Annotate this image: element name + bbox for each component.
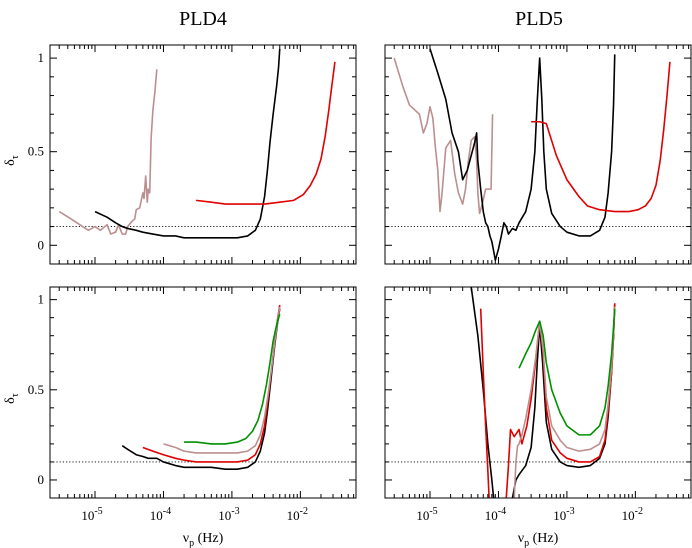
- series-group: [393, 48, 671, 262]
- y-tick-label: 1: [38, 50, 45, 65]
- series-line-green: [184, 313, 281, 445]
- plot-frame: [49, 44, 357, 265]
- series-group: [470, 287, 616, 498]
- series-line-rosy: [58, 69, 158, 235]
- series-line-red-right: [505, 303, 616, 498]
- series-line-red: [196, 61, 336, 205]
- series-line-rosy: [513, 306, 616, 498]
- column-title-pld4: PLD4: [179, 8, 227, 30]
- panel-pld4-bottom: 10-5 10-4 10-3 10-2 νp (Hz) 0 0.5 1 δτ: [3, 286, 357, 548]
- x-axis-label: νp (Hz): [183, 531, 224, 548]
- x-tick-label: 10-3: [218, 506, 239, 523]
- x-tick-label: 10-2: [287, 506, 308, 523]
- y-axis-label: δτ: [3, 393, 21, 404]
- y-tick-label: 0: [38, 472, 45, 487]
- series-line-rosy: [163, 306, 281, 454]
- series-group: [121, 304, 281, 470]
- plot-frame: [384, 286, 692, 499]
- series-group: [58, 48, 336, 239]
- y-tick-label: 1: [38, 292, 45, 307]
- y-axis-label: δτ: [3, 155, 21, 166]
- x-tick-label: 10-5: [416, 506, 437, 523]
- y-tick-label: 0.5: [28, 144, 44, 159]
- x-tick-label: 10-2: [622, 506, 643, 523]
- series-line-black: [429, 48, 616, 262]
- panel-pld5-top: [384, 44, 692, 265]
- x-tick-label: 10-3: [553, 506, 574, 523]
- x-axis-label: νp (Hz): [518, 531, 559, 548]
- series-line-red-left: [479, 308, 490, 498]
- series-line-green: [518, 308, 616, 436]
- column-title-pld5: PLD5: [515, 8, 563, 30]
- x-tick-label: 10-5: [81, 506, 102, 523]
- series-line-rosy: [393, 57, 494, 215]
- y-tick-label: 0.5: [28, 382, 44, 397]
- series-line-black: [470, 287, 495, 498]
- x-tick-label: 10-4: [150, 506, 171, 523]
- series-line-red: [531, 61, 671, 213]
- y-tick-label: 0: [38, 237, 45, 252]
- panel-pld4-top: 0 0.5 1 δτ: [3, 44, 357, 265]
- series-line-black-right: [511, 304, 616, 498]
- x-tick-label: 10-4: [485, 506, 506, 523]
- series-line-black: [94, 48, 281, 239]
- plot-frame: [49, 286, 357, 499]
- panel-pld5-bottom: 10-5 10-4 10-3 10-2 νp (Hz): [384, 286, 692, 548]
- plot-frame: [384, 44, 692, 265]
